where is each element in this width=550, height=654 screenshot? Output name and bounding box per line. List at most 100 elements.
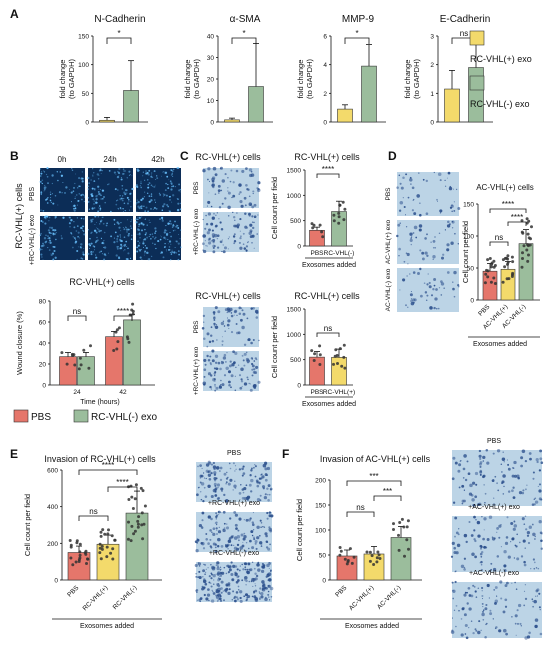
cell-dot: [484, 635, 487, 639]
cell-dot: [530, 568, 532, 570]
cell-dot: [200, 482, 205, 486]
cell-dot: [176, 252, 178, 254]
cell-dot: [516, 533, 518, 536]
cell-dot: [225, 572, 228, 575]
cell-dot: [521, 491, 525, 495]
cell-dot: [259, 592, 261, 594]
cell-dot: [506, 516, 509, 519]
cell-dot: [244, 593, 249, 597]
cell-dot: [82, 230, 85, 232]
cell-dot: [434, 297, 438, 301]
cell-dot: [538, 592, 541, 595]
cell-dot: [93, 180, 96, 183]
micro-row-label: AC-VHL(-) exo: [385, 268, 392, 311]
cell-dot: [160, 216, 164, 220]
cell-dot: [531, 523, 534, 526]
cell-dot: [153, 206, 156, 209]
cell-dot: [124, 249, 126, 251]
cell-dot: [144, 228, 146, 231]
cell-dot: [246, 317, 249, 320]
cell-dot: [99, 209, 101, 212]
cell-dot: [236, 535, 241, 539]
cell-dot: [475, 629, 478, 632]
cell-dot: [47, 235, 49, 238]
cell-dot: [405, 173, 408, 176]
cell-dot: [207, 212, 212, 216]
cell-dot: [203, 588, 206, 590]
cell-dot: [156, 177, 159, 180]
cell-dot: [213, 473, 217, 476]
cell-dot: [231, 196, 233, 199]
cell-dot: [136, 211, 138, 213]
cell-dot: [398, 247, 401, 251]
cell-dot: [195, 549, 199, 553]
cell-dot: [162, 171, 163, 173]
cell-dot: [123, 228, 126, 231]
cell-dot: [489, 612, 493, 616]
cell-dot: [416, 194, 421, 198]
cell-dot: [533, 599, 537, 604]
cell-dot: [175, 240, 178, 243]
chart-d-data-point: [525, 217, 529, 221]
cell-dot: [144, 251, 146, 254]
cell-dot: [152, 236, 154, 238]
cell-dot: [253, 591, 255, 594]
cell-dot: [148, 182, 150, 184]
cell-dot: [478, 454, 482, 458]
significance-label: ****: [511, 213, 523, 222]
chart-e-x-tick-label: PBS: [66, 584, 81, 599]
cell-dot: [253, 215, 257, 218]
cell-dot: [240, 484, 242, 486]
cell-dot: [463, 593, 467, 597]
chart-b-x-axis-label: Time (hours): [80, 399, 119, 406]
cell-dot: [252, 585, 254, 587]
cell-dot: [485, 623, 487, 626]
chart-d-data-point: [526, 232, 530, 236]
chart-c-title: RC-VHL(+) cells: [294, 291, 360, 301]
cell-dot: [510, 521, 514, 526]
cell-dot: [136, 246, 139, 249]
cell-dot: [73, 207, 75, 210]
cell-dot: [245, 584, 247, 586]
cell-dot: [144, 245, 147, 247]
cell-dot: [491, 536, 494, 538]
cell-dot: [244, 204, 247, 207]
cell-dot: [76, 204, 78, 206]
cell-dot: [239, 218, 242, 221]
cell-dot: [463, 533, 468, 538]
cell-dot: [205, 477, 207, 480]
cell-dot: [227, 570, 231, 574]
cell-dot: [154, 243, 156, 246]
cell-dot: [503, 628, 507, 633]
cell-dot: [40, 253, 43, 256]
micro-row-label: +AC-VHL(-) exo: [469, 570, 519, 577]
chart-f-data-point: [375, 556, 379, 560]
cell-dot: [213, 482, 217, 486]
cell-dot: [177, 227, 180, 229]
cell-dot: [233, 233, 236, 236]
cell-dot: [72, 205, 75, 208]
cell-dot: [47, 182, 49, 184]
cell-dot: [137, 216, 139, 218]
cell-dot: [110, 210, 112, 213]
cell-dot: [197, 487, 200, 489]
cell-dot: [50, 254, 53, 257]
cell-dot: [127, 252, 130, 255]
chart-a0-y-tick-label: 150: [78, 34, 89, 41]
cell-dot: [120, 243, 123, 246]
cell-dot: [203, 472, 205, 474]
cell-dot: [116, 175, 120, 179]
cell-dot: [50, 197, 52, 199]
cell-dot: [98, 230, 101, 233]
cell-dot: [81, 258, 84, 260]
cell-dot: [434, 246, 437, 249]
cell-dot: [220, 321, 225, 326]
cell-dot: [103, 243, 105, 245]
cell-dot: [91, 194, 94, 198]
cell-dot: [528, 631, 531, 635]
chart-d-data-point: [520, 219, 524, 223]
cell-dot: [178, 183, 181, 186]
cell-dot: [227, 187, 229, 189]
cell-dot: [208, 599, 210, 602]
